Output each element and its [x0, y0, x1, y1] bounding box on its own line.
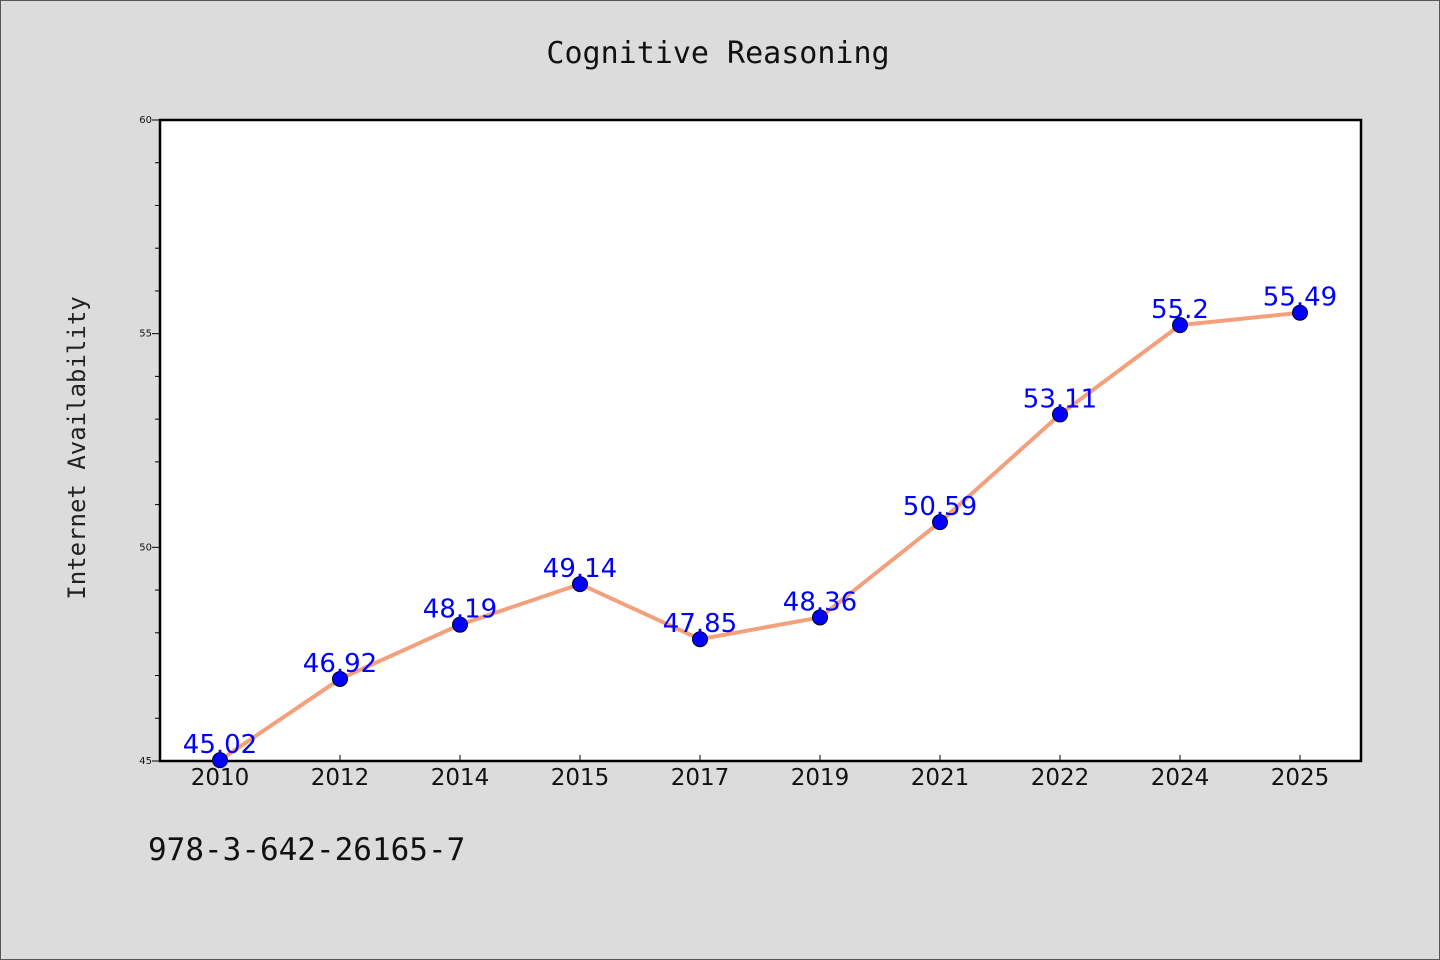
- data-label: 53.11: [1023, 384, 1097, 414]
- data-markers: [212, 304, 1308, 769]
- x-tick-label: 2025: [1271, 765, 1330, 791]
- plot-area: [158, 118, 1363, 763]
- data-point: [932, 514, 948, 531]
- x-tick-label: 2021: [911, 765, 970, 791]
- data-label: 48.36: [783, 587, 857, 617]
- chart-title: Cognitive Reasoning: [546, 36, 889, 71]
- data-point: [692, 631, 708, 648]
- y-tick-label: 55: [139, 329, 152, 340]
- y-tick-label: 50: [139, 542, 152, 553]
- data-label: 47.85: [663, 609, 737, 639]
- data-label: 48.19: [423, 595, 497, 625]
- data-point: [1052, 406, 1068, 423]
- x-tick-label: 2024: [1151, 765, 1210, 791]
- data-label: 50.59: [903, 492, 977, 522]
- data-label: 55.2: [1151, 295, 1209, 325]
- footnote-isbn: 978-3-642-26165-7: [148, 832, 466, 868]
- data-point: [812, 609, 828, 626]
- data-point: [452, 616, 468, 633]
- x-axis: 2010 2012 2014 2015 2017 2019 2021 2022 2024 2025: [191, 755, 1330, 791]
- x-tick-label: 2019: [791, 765, 850, 791]
- x-tick-label: 2012: [311, 765, 370, 791]
- data-point: [1172, 317, 1188, 334]
- x-tick-label: 2010: [191, 765, 250, 791]
- data-point: [212, 752, 228, 769]
- data-point: [1292, 304, 1308, 321]
- data-label: 45.02: [183, 730, 257, 760]
- data-label: 55.49: [1263, 283, 1337, 313]
- data-point: [332, 670, 348, 687]
- y-tick-label: 45: [139, 756, 152, 767]
- x-tick-label: 2015: [551, 765, 610, 791]
- x-tick-label: 2022: [1031, 765, 1090, 791]
- data-labels: 45.02 46.92 48.19 49.14 47.85 48.36 50.59 53.11…: [183, 283, 1337, 760]
- x-tick-label: 2014: [431, 765, 490, 791]
- x-tick-label: 2017: [671, 765, 730, 791]
- y-axis: 45 50 55 60: [139, 115, 160, 767]
- y-tick-label: 60: [139, 115, 152, 126]
- series-line: [218, 310, 1301, 762]
- y-axis-label: Internet Availability: [63, 296, 91, 599]
- data-point: [572, 576, 588, 593]
- data-label: 46.92: [303, 649, 377, 679]
- data-label: 49.14: [543, 554, 617, 584]
